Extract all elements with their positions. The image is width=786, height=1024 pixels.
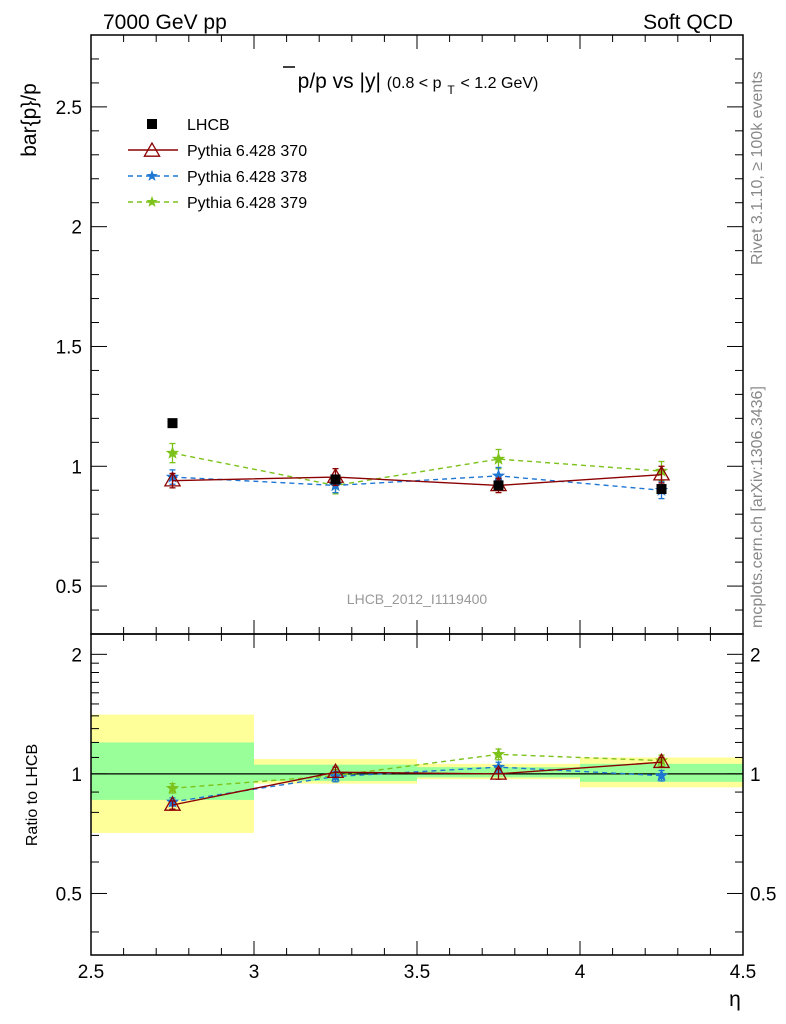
x-axis-label: η [729,988,741,1011]
x-tick-label: 4.5 [730,962,756,983]
main-ytick-label: 2.5 [56,98,82,119]
main-title: p/p vs |y| (0.8 < p T < 1.2 GeV) [298,70,539,99]
legend-label: Pythia 6.428 378 [187,169,307,186]
series-line [172,452,662,487]
header-right: Soft QCD [643,11,733,34]
header-left: 7000 GeV pp [103,11,227,34]
series-pythia-6-428-379-main [165,442,669,495]
legend-entry: Pythia 6.428 379 [128,195,307,212]
ratio-ytick-label-right: 2 [750,645,761,666]
data-point [656,484,667,495]
series-pythia-6-428-370-main [163,465,671,494]
series-pythia-6-428-370-ratio [163,752,671,811]
series-lhcb-main [167,418,667,495]
data-point [652,465,671,481]
data-point [491,468,506,482]
main-ytick-label: 2 [71,218,82,239]
x-tick-label: 3.5 [404,962,430,983]
series-line [172,761,662,806]
ratio-ylabel: Ratio to LHCB [24,744,41,846]
data-point [326,762,345,779]
legend-marker [146,196,158,207]
title-main: p/p vs |y| [298,70,381,93]
x-tick-label: 4 [575,962,586,983]
ratio-ytick-label-right: 0.5 [750,884,776,905]
ratio-ytick-label-left: 1 [71,765,82,786]
ratio-ytick-label-left: 2 [71,645,82,666]
data-point [654,768,669,782]
legend-marker [143,141,161,157]
data-point [165,446,180,459]
data-series [163,418,671,811]
series-line [172,475,662,491]
data-point [489,764,508,780]
legend-label: Pythia 6.428 370 [187,143,307,160]
data-point [167,418,178,429]
legend: LHCB Pythia 6.428 370 Pythia 6.428 378 Pyth… [128,117,307,212]
analysis-watermark: LHCB_2012_I1119400 [347,591,488,607]
series-line [172,473,662,487]
legend-entry: Pythia 6.428 370 [128,141,307,160]
data-point [163,795,182,811]
data-point [163,471,182,487]
data-point [493,480,504,491]
main-ytick-label: 0.5 [56,577,82,598]
main-ytick-label: 1 [71,457,82,478]
title-sub: T [447,83,455,97]
data-point [652,752,671,769]
x-tick-label: 3 [249,962,260,983]
data-point [491,747,506,761]
legend-entry: Pythia 6.428 378 [128,169,307,186]
legend-entry: LHCB [147,117,230,134]
axis-ticks: 2.5 3 3.5 4 4.5 0.5 1 1.5 2 2.5 0.5 0.5 1 1 2 2 [56,34,776,983]
ratio-ytick-label-right: 1 [750,765,761,786]
main-ytick-label: 1.5 [56,337,82,358]
data-point [165,781,180,794]
x-tick-label: 2.5 [78,962,104,983]
legend-marker [146,170,158,181]
mcplots-label: mcplots.cern.ch [arXiv:1306.3436] [749,386,766,628]
title-range: (0.8 < p [387,75,442,92]
series-pythia-6-428-378-main [165,466,669,500]
legend-label: LHCB [187,117,230,134]
series-line [172,753,662,789]
data-point [491,452,506,465]
legend-label: Pythia 6.428 379 [187,195,307,212]
data-point [330,474,341,485]
legend-marker [147,119,157,129]
title-range-end: < 1.2 GeV) [461,75,539,92]
ratio-ytick-label-left: 0.5 [56,884,82,905]
rivet-label: Rivet 3.1.10, ≥ 100k events [749,71,766,265]
main-ylabel: bar{p}/p [18,83,41,157]
